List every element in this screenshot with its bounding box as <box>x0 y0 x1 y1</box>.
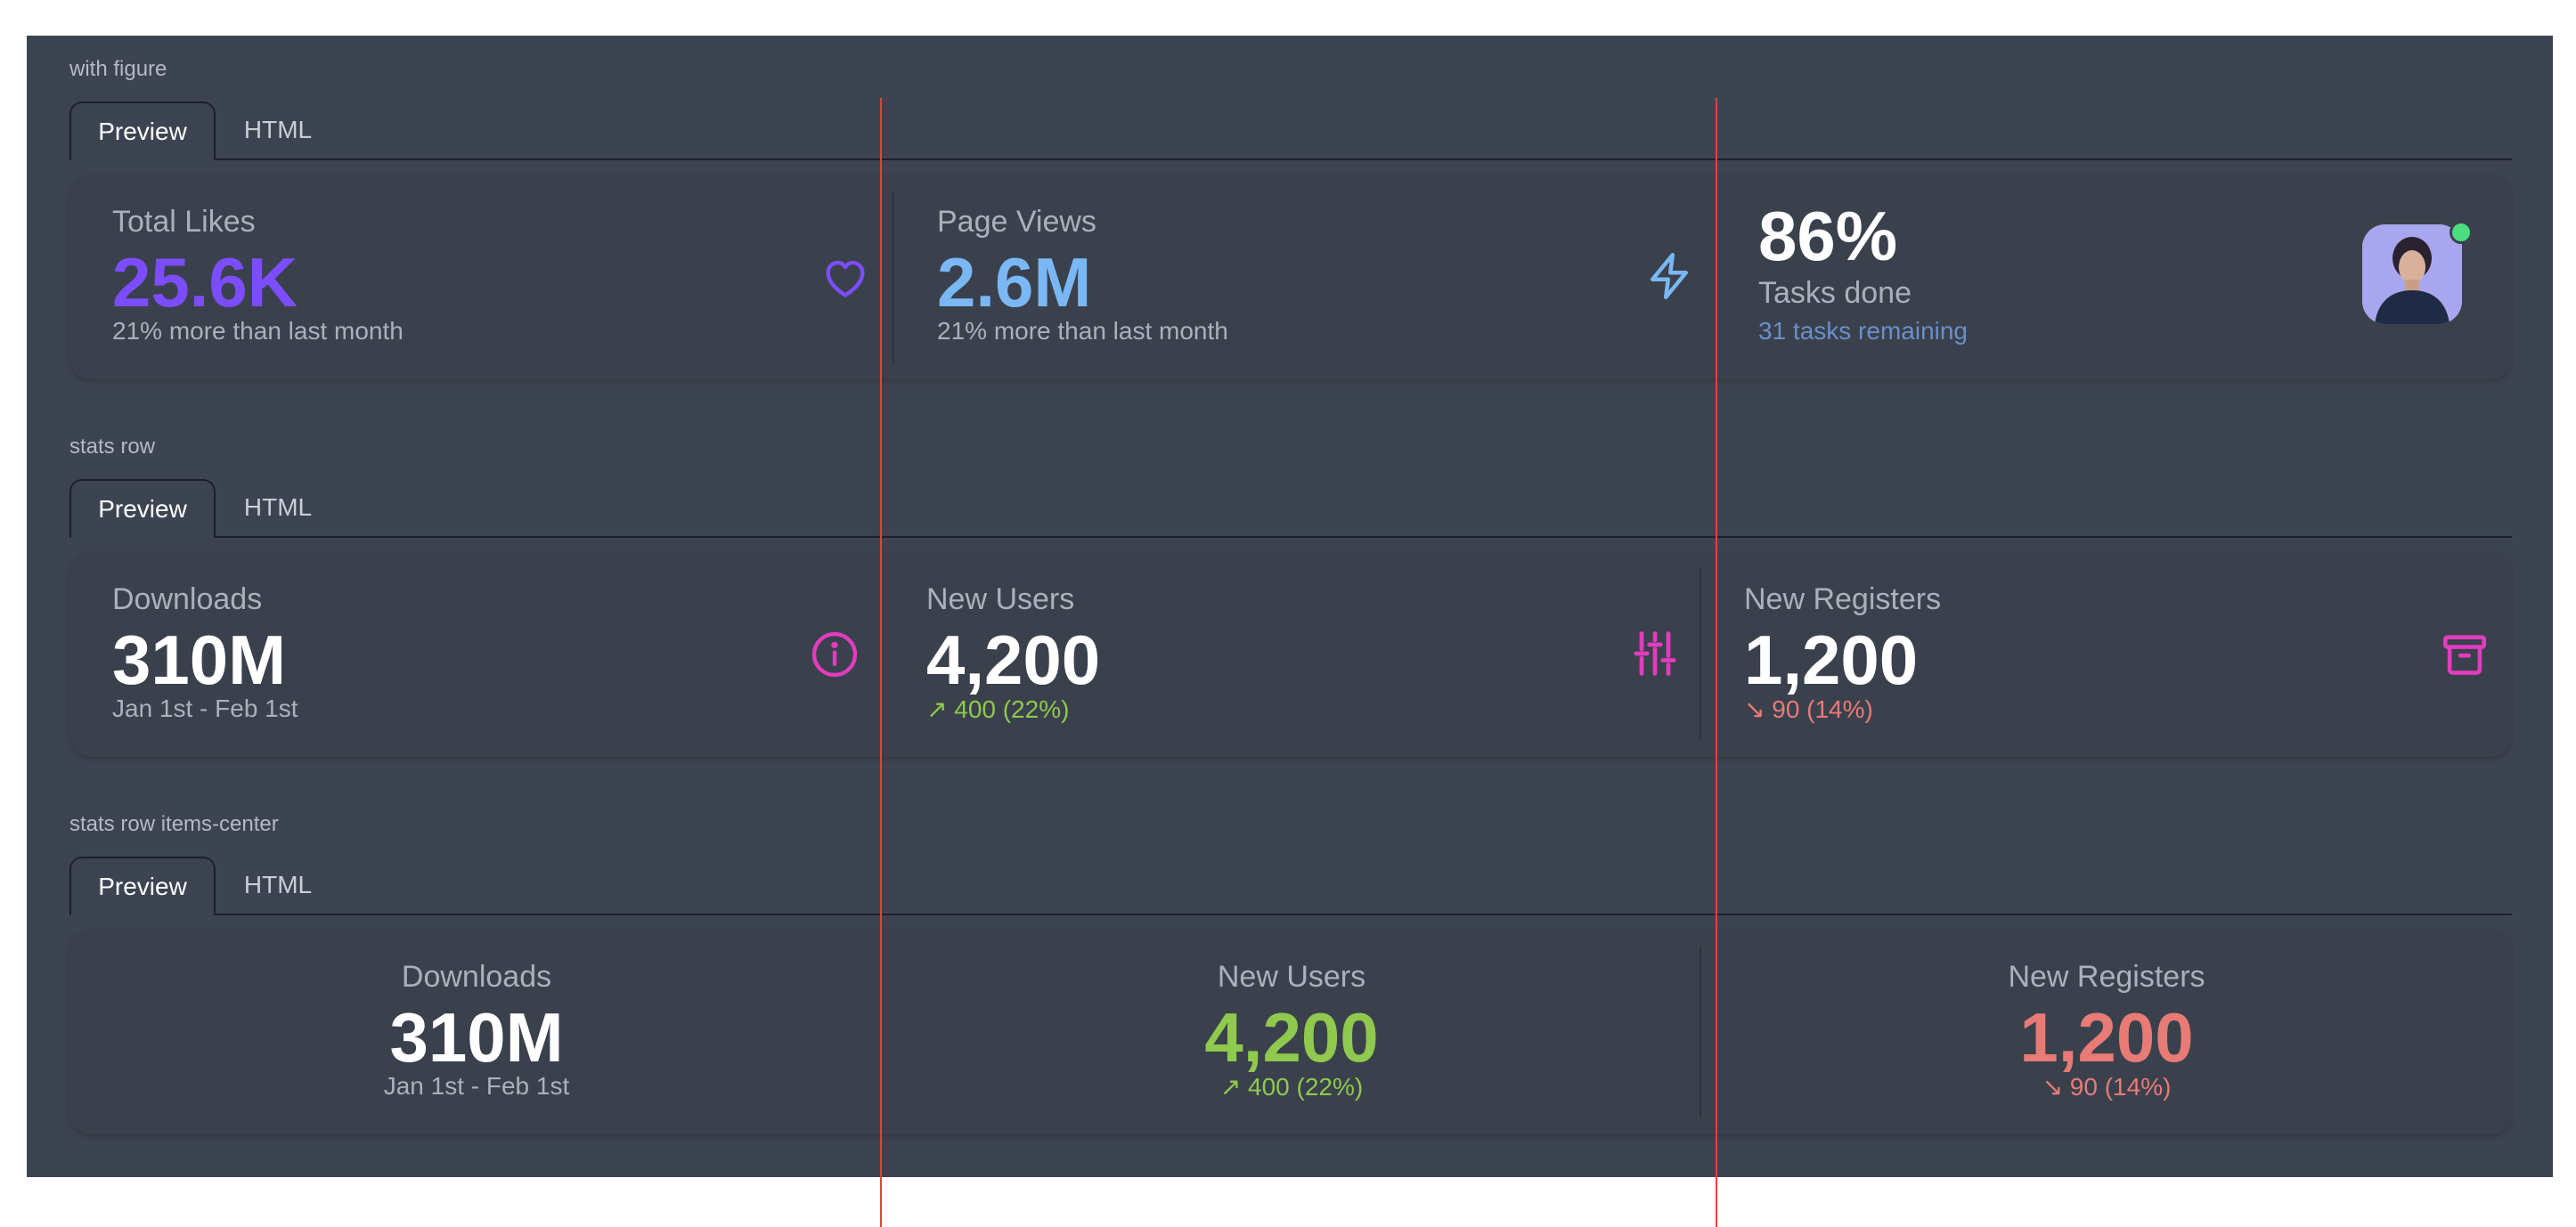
stat-value: 4,200 <box>1204 998 1379 1077</box>
stat-value: 1,200 <box>1744 621 1919 699</box>
stat-value: 310M <box>389 998 564 1077</box>
tab-html[interactable]: HTML <box>243 493 313 521</box>
stat-new-registers: New Registers 1,200 ↘︎ 90 (14%) <box>1701 930 2512 1134</box>
stat-divider <box>1700 946 1701 1118</box>
stats-with-figure: Total Likes 25.6K 21% more than last mon… <box>69 175 2512 379</box>
tab-bar: Preview HTML <box>69 479 2512 538</box>
stat-title: Tasks done <box>1758 276 1912 310</box>
avatar-portrait <box>2362 224 2462 324</box>
stat-title: Page Views <box>937 205 1096 239</box>
stat-desc: 21% more than last month <box>112 317 404 345</box>
stat-new-users: New Users 4,200 ↗︎ 400 (22%) <box>884 930 1700 1134</box>
stat-desc: 31 tasks remaining <box>1758 317 1969 345</box>
stat-title: New Registers <box>1744 582 1942 616</box>
stat-title: Downloads <box>401 960 552 994</box>
guide-line <box>1716 98 1717 1227</box>
section-label: with figure <box>69 57 167 81</box>
stat-desc: Jan 1st - Feb 1st <box>383 1072 570 1100</box>
stat-title: New Registers <box>2008 960 2205 994</box>
lightning-icon <box>1651 253 1688 299</box>
stat-title: New Users <box>926 582 1075 616</box>
section-label: stats row items-center <box>69 812 279 836</box>
archive-icon <box>2442 635 2487 675</box>
heart-icon <box>826 260 865 297</box>
stat-title: New Users <box>1217 960 1366 994</box>
avatar <box>2362 224 2462 324</box>
stat-downloads: Downloads 310M Jan 1st - Feb 1st <box>69 930 884 1134</box>
tab-bar: Preview HTML <box>69 102 2512 160</box>
guide-line <box>880 98 882 1227</box>
tab-html[interactable]: HTML <box>243 116 313 143</box>
tab-preview[interactable]: Preview <box>69 479 216 538</box>
stat-new-users: New Users 4,200 ↗︎ 400 (22%) <box>884 552 1700 757</box>
stat-value: 310M <box>112 621 287 699</box>
stat-tasks-done: 86% Tasks done 31 tasks remaining <box>1716 175 2512 379</box>
stat-title: Total Likes <box>112 205 256 239</box>
stat-desc: ↘︎ 90 (14%) <box>2042 1073 2172 1101</box>
stat-desc: ↗︎ 400 (22%) <box>1219 1073 1364 1101</box>
tab-preview[interactable]: Preview <box>69 102 216 160</box>
stat-divider <box>893 191 894 363</box>
stat-page-views: Page Views 2.6M 21% more than last month <box>894 175 1716 379</box>
stat-title: Downloads <box>112 582 263 616</box>
sliders-icon <box>1634 631 1676 676</box>
stats-row-centered: Downloads 310M Jan 1st - Feb 1st New Use… <box>69 930 2512 1134</box>
stat-divider <box>1700 568 1701 741</box>
tab-html[interactable]: HTML <box>243 871 313 898</box>
stat-value: 25.6K <box>112 243 298 321</box>
tab-bar: Preview HTML <box>69 857 2512 915</box>
stat-value: 2.6M <box>937 243 1092 321</box>
stat-downloads: Downloads 310M Jan 1st - Feb 1st <box>69 552 882 757</box>
tab-preview[interactable]: Preview <box>69 857 216 915</box>
online-status-dot <box>2450 221 2473 244</box>
stat-value: 86% <box>1758 197 1898 275</box>
stat-value: 4,200 <box>926 621 1101 699</box>
section-label: stats row <box>69 435 156 459</box>
info-icon <box>811 631 858 678</box>
stat-desc: ↗︎ 400 (22%) <box>926 695 1070 723</box>
stat-desc: ↘︎ 90 (14%) <box>1744 695 1873 723</box>
stat-total-likes: Total Likes 25.6K 21% more than last mon… <box>69 175 893 379</box>
stat-new-registers: New Registers 1,200 ↘︎ 90 (14%) <box>1701 552 2512 757</box>
stat-desc: Jan 1st - Feb 1st <box>112 695 298 722</box>
stat-desc: 21% more than last month <box>937 317 1228 345</box>
preview-panel: with figure Preview HTML Total Likes 25.… <box>27 36 2553 1177</box>
stat-value: 1,200 <box>2019 998 2194 1077</box>
stats-row: Downloads 310M Jan 1st - Feb 1st New Use… <box>69 552 2512 757</box>
